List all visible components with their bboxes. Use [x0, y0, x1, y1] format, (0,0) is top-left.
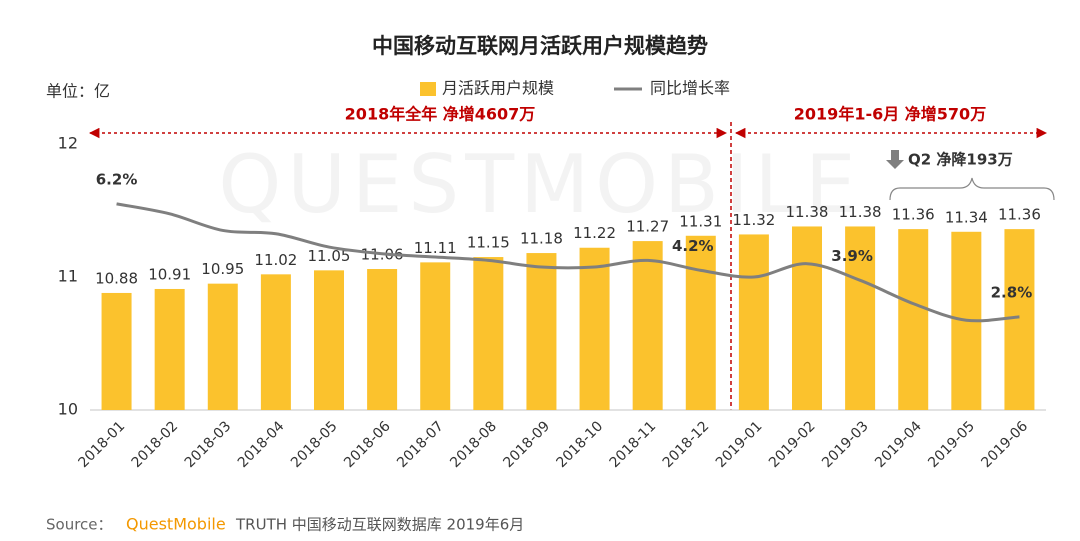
line-label: 4.2%	[672, 237, 714, 255]
chart-title: 中国移动互联网月活跃用户规模趋势	[372, 34, 708, 58]
x-tick-label: 2018-02	[129, 418, 182, 471]
bar	[738, 234, 769, 410]
source-label: Source：	[46, 516, 113, 534]
data-label: 10.88	[95, 269, 138, 287]
bar	[101, 292, 132, 410]
x-tick-label: 2019-03	[819, 418, 872, 471]
x-tick-label: 2018-08	[447, 418, 500, 471]
x-tick-label: 2018-06	[341, 418, 394, 471]
bar	[579, 247, 610, 410]
data-label: 11.02	[254, 251, 297, 269]
data-label: 11.36	[892, 206, 935, 224]
x-tick-label: 2018-12	[660, 418, 713, 471]
bar	[898, 229, 929, 410]
q2-annotation: Q2 净降193万	[908, 151, 1013, 169]
period-annotation: 2019年1-6月 净增570万	[794, 105, 986, 124]
data-label: 11.15	[467, 234, 510, 252]
data-label: 11.36	[998, 206, 1041, 224]
bar	[792, 226, 822, 410]
y-tick-label: 12	[58, 134, 78, 153]
x-tick-label: 2018-04	[235, 418, 288, 471]
label-bg	[780, 104, 1000, 126]
x-tick-label: 2019-06	[978, 418, 1031, 471]
line-label: 2.8%	[991, 283, 1033, 301]
source-brand: QuestMobile	[126, 515, 226, 534]
source-text: TRUTH 中国移动互联网数据库 2019年6月	[235, 516, 524, 534]
bar	[526, 253, 557, 410]
watermark: QUESTMOBILE	[218, 138, 861, 231]
x-tick-label: 2019-02	[766, 418, 819, 471]
line-label: 3.9%	[831, 247, 873, 265]
bar	[154, 288, 185, 410]
period-annotation: 2018年全年 净增4607万	[345, 105, 536, 124]
data-label: 10.91	[148, 265, 191, 283]
legend-label: 同比增长率	[650, 79, 730, 98]
bar	[260, 274, 291, 410]
data-label: 11.11	[414, 239, 457, 257]
x-tick-label: 2018-03	[182, 418, 235, 471]
y-tick-label: 10	[58, 400, 78, 419]
data-label: 11.05	[308, 247, 351, 265]
bar	[367, 269, 398, 410]
bar	[314, 270, 344, 410]
bar	[685, 235, 716, 410]
x-tick-label: 2018-09	[500, 418, 553, 471]
line-label: 6.2%	[96, 170, 138, 188]
data-label: 11.22	[573, 224, 616, 242]
brace	[889, 177, 1055, 201]
data-label: 11.27	[626, 218, 669, 236]
label-bg	[330, 104, 550, 126]
line	[116, 202, 1020, 323]
x-tick-label: 2018-07	[394, 418, 447, 471]
x-tick-label: 2018-05	[288, 418, 341, 471]
bar	[420, 262, 451, 410]
bar	[845, 226, 876, 410]
x-tick-label: 2019-04	[872, 418, 925, 471]
x-tick-label: 2018-01	[76, 418, 129, 471]
y-tick-label: 11	[58, 267, 78, 286]
bar	[1004, 229, 1035, 410]
bar	[473, 257, 504, 410]
data-label: 11.34	[945, 208, 988, 226]
bar	[632, 241, 663, 410]
x-tick-label: 2018-11	[607, 418, 660, 471]
legend-swatch	[420, 82, 436, 96]
bar	[207, 283, 238, 410]
unit-label: 单位：亿	[46, 82, 110, 101]
x-tick-label: 2019-05	[925, 418, 978, 471]
data-label: 11.38	[839, 203, 882, 221]
down-arrow-icon	[886, 150, 904, 169]
x-tick-label: 2018-10	[554, 418, 607, 471]
data-label: 11.31	[679, 212, 722, 230]
legend-label: 月活跃用户规模	[442, 79, 554, 98]
x-tick-label: 2019-01	[713, 418, 766, 471]
data-label: 11.18	[520, 230, 563, 248]
data-label: 10.95	[201, 260, 244, 278]
data-label: 11.38	[786, 203, 829, 221]
data-label: 11.32	[732, 211, 775, 229]
